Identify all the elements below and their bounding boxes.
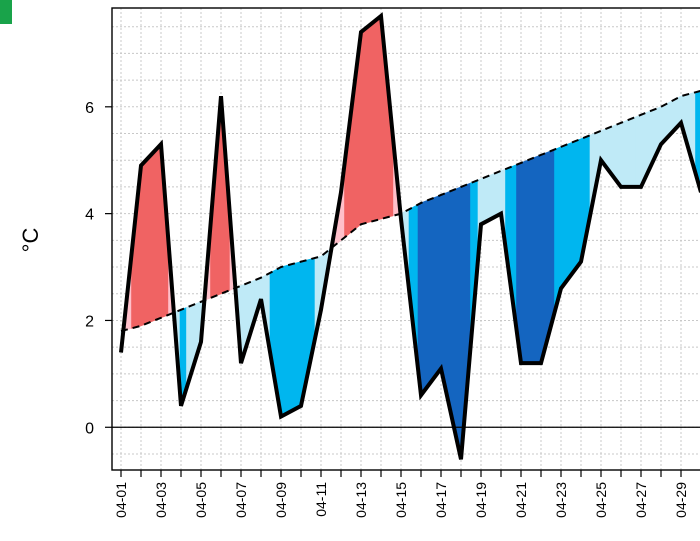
x-tick-label: 04-25 (593, 482, 609, 518)
y-tick-label: 2 (85, 313, 94, 330)
x-tick-label: 04-05 (193, 482, 209, 518)
x-tick-label: 04-09 (273, 482, 289, 518)
x-tick-label: 04-23 (553, 482, 569, 518)
temperature-series-line (119, 12, 700, 460)
x-tick-label: 04-07 (233, 482, 249, 518)
baseline-series-line (120, 90, 700, 333)
x-tick-label: 04-03 (153, 482, 169, 518)
x-tick-label: 04-27 (633, 482, 649, 518)
y-axis-label: °C (18, 228, 43, 253)
x-tick-label: 04-29 (673, 482, 689, 518)
y-tick-label: 6 (85, 100, 94, 117)
x-tick-label: 04-21 (513, 482, 529, 518)
y-axis: 0 2 4 6 (85, 100, 112, 437)
y-tick-label: 0 (85, 420, 94, 437)
plot-frame (111, 7, 700, 471)
y-tick-label: 4 (85, 207, 94, 224)
x-tick-label: 04-13 (353, 482, 369, 518)
x-tick-label: 04-01 (113, 482, 129, 518)
x-tick-label: 04-11 (313, 482, 329, 517)
corner-badge (0, 0, 12, 24)
x-tick-label: 04-19 (473, 482, 489, 518)
x-tick-label: 04-17 (433, 482, 449, 518)
x-tick-label: 04-15 (393, 482, 409, 518)
x-axis: 04-01 04-03 04-05 04-07 04-09 04-11 04-13 04-15… (113, 470, 689, 518)
